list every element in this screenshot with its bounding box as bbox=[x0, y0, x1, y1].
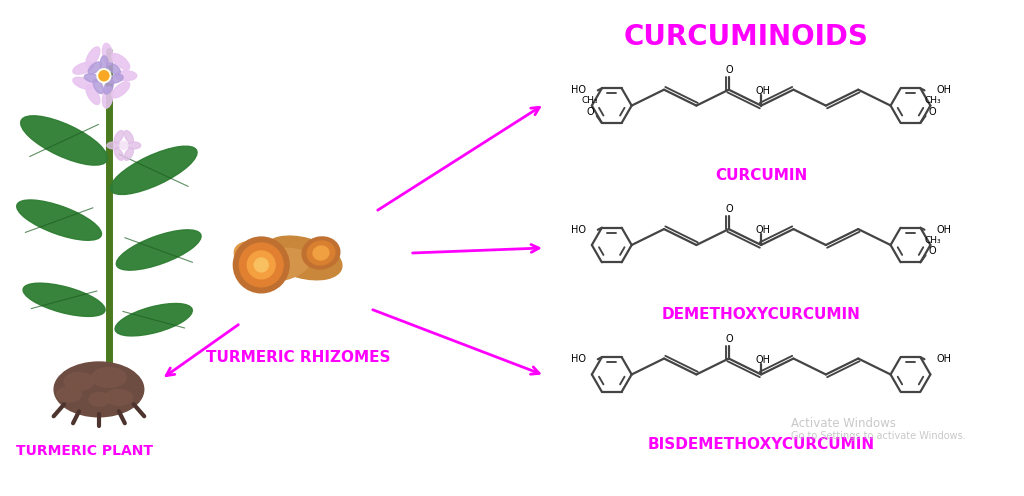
Ellipse shape bbox=[86, 47, 100, 66]
Ellipse shape bbox=[115, 130, 124, 143]
Text: HO: HO bbox=[570, 225, 586, 235]
Text: BISDEMETHOXYCURCUMIN: BISDEMETHOXYCURCUMIN bbox=[647, 436, 874, 452]
Ellipse shape bbox=[234, 242, 283, 274]
Ellipse shape bbox=[115, 71, 137, 81]
Ellipse shape bbox=[302, 237, 340, 269]
Text: O: O bbox=[929, 107, 936, 117]
Ellipse shape bbox=[93, 79, 103, 94]
Ellipse shape bbox=[124, 130, 133, 143]
Ellipse shape bbox=[65, 372, 94, 390]
Text: O: O bbox=[726, 204, 733, 214]
Ellipse shape bbox=[91, 368, 126, 387]
Text: CH₃: CH₃ bbox=[924, 96, 941, 106]
Text: O: O bbox=[586, 107, 594, 117]
Text: OH: OH bbox=[936, 354, 951, 364]
Circle shape bbox=[99, 71, 109, 81]
Circle shape bbox=[248, 251, 275, 279]
Ellipse shape bbox=[115, 304, 193, 336]
Ellipse shape bbox=[108, 74, 123, 83]
Text: CURCUMINOIDS: CURCUMINOIDS bbox=[624, 23, 868, 51]
Ellipse shape bbox=[86, 85, 100, 105]
Ellipse shape bbox=[88, 62, 101, 74]
Text: OH: OH bbox=[936, 225, 951, 235]
Ellipse shape bbox=[84, 74, 100, 82]
Text: Activate Windows: Activate Windows bbox=[791, 417, 896, 430]
Ellipse shape bbox=[73, 62, 94, 74]
Ellipse shape bbox=[246, 248, 310, 282]
Ellipse shape bbox=[127, 142, 140, 149]
Text: O: O bbox=[726, 334, 733, 344]
Circle shape bbox=[120, 141, 128, 149]
Ellipse shape bbox=[89, 392, 109, 406]
Ellipse shape bbox=[73, 77, 94, 89]
Circle shape bbox=[97, 69, 111, 83]
Ellipse shape bbox=[100, 56, 109, 72]
Ellipse shape bbox=[54, 362, 143, 417]
Text: Go to Settings to activate Windows.: Go to Settings to activate Windows. bbox=[791, 431, 966, 441]
Text: HO: HO bbox=[570, 354, 586, 364]
Ellipse shape bbox=[20, 116, 108, 165]
Ellipse shape bbox=[112, 54, 130, 69]
Ellipse shape bbox=[103, 79, 114, 94]
Circle shape bbox=[240, 243, 284, 287]
Text: O: O bbox=[929, 247, 936, 256]
Ellipse shape bbox=[102, 86, 113, 108]
Text: OH: OH bbox=[936, 85, 951, 95]
Ellipse shape bbox=[264, 236, 342, 280]
Ellipse shape bbox=[102, 43, 113, 65]
Text: TURMERIC RHIZOMES: TURMERIC RHIZOMES bbox=[206, 350, 390, 365]
Ellipse shape bbox=[24, 283, 105, 316]
Ellipse shape bbox=[124, 148, 133, 160]
Ellipse shape bbox=[106, 63, 121, 74]
Circle shape bbox=[233, 237, 289, 293]
Circle shape bbox=[254, 258, 268, 272]
Ellipse shape bbox=[104, 389, 133, 405]
Text: TURMERIC PLANT: TURMERIC PLANT bbox=[15, 444, 153, 458]
Text: CH₃: CH₃ bbox=[582, 96, 598, 106]
Ellipse shape bbox=[313, 246, 329, 260]
Ellipse shape bbox=[16, 200, 101, 240]
Ellipse shape bbox=[115, 148, 124, 160]
Ellipse shape bbox=[111, 146, 197, 194]
Ellipse shape bbox=[106, 142, 121, 149]
Text: HO: HO bbox=[570, 85, 586, 95]
Text: OH: OH bbox=[756, 86, 771, 96]
Ellipse shape bbox=[112, 82, 130, 98]
Text: OH: OH bbox=[756, 355, 771, 365]
Text: CURCUMIN: CURCUMIN bbox=[715, 168, 807, 183]
Text: DEMETHOXYCURCUMIN: DEMETHOXYCURCUMIN bbox=[662, 307, 860, 322]
Text: O: O bbox=[726, 65, 733, 75]
Ellipse shape bbox=[56, 387, 82, 402]
Text: OH: OH bbox=[756, 225, 771, 235]
Ellipse shape bbox=[307, 241, 335, 265]
Text: CH₃: CH₃ bbox=[924, 236, 941, 245]
Ellipse shape bbox=[117, 230, 201, 270]
